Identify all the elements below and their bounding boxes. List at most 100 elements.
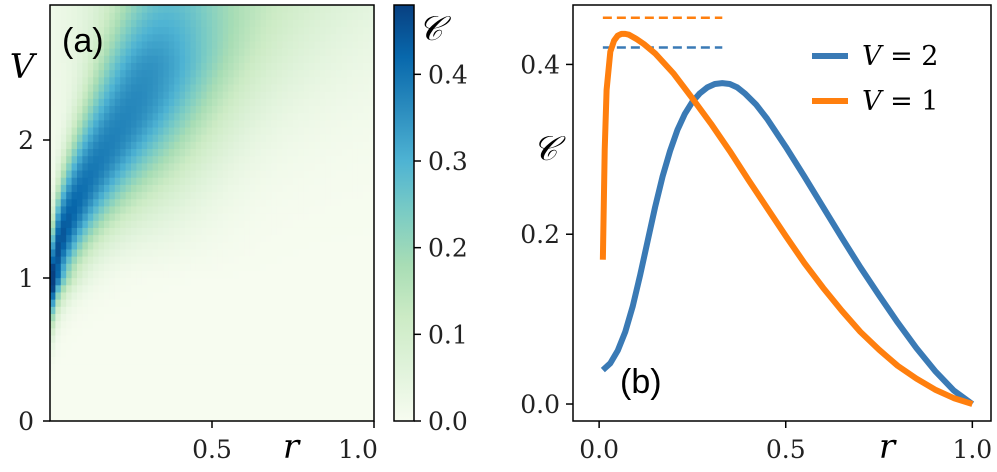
- heatmap-cell: [179, 220, 186, 228]
- heatmap-cell: [287, 263, 294, 271]
- heatmap-cell: [341, 313, 348, 322]
- heatmap-cell: [93, 334, 100, 343]
- heatmap-cell: [309, 392, 316, 401]
- heatmap-cell: [174, 91, 181, 99]
- heatmap-cell: [320, 227, 326, 236]
- heatmap-cell: [168, 399, 175, 408]
- heatmap-cell: [55, 220, 62, 228]
- heatmap-cell: [271, 291, 278, 300]
- heatmap-cell: [330, 19, 337, 28]
- heatmap-cell: [282, 291, 289, 300]
- heatmap-cell: [282, 248, 289, 257]
- heatmap-cell: [152, 105, 159, 114]
- heatmap-cell: [71, 349, 78, 358]
- heatmap-cell: [163, 370, 170, 379]
- heatmap-cell: [147, 98, 154, 107]
- heatmap-cell: [303, 406, 310, 415]
- heatmap-cell: [163, 220, 170, 228]
- heatmap-cell: [195, 169, 202, 178]
- heatmap-cell: [168, 377, 175, 386]
- ytick-label-a-2: 2: [18, 126, 34, 155]
- heatmap-cell: [120, 119, 127, 128]
- heatmap-cell: [336, 313, 343, 322]
- heatmap-cell: [125, 134, 132, 142]
- heatmap-cell: [71, 320, 78, 329]
- heatmap-cell: [303, 12, 310, 20]
- heatmap-cell: [174, 12, 181, 20]
- heatmap-cell: [158, 413, 164, 422]
- heatmap-cell: [147, 342, 154, 350]
- heatmap-cell: [276, 55, 283, 63]
- heatmap-cell: [60, 198, 67, 207]
- heatmap-cell: [260, 363, 267, 372]
- heatmap-cell: [66, 191, 73, 200]
- heatmap-cell: [244, 385, 251, 393]
- heatmap-cell: [320, 105, 326, 114]
- heatmap-cell: [77, 19, 83, 28]
- heatmap-cell: [114, 385, 121, 393]
- heatmap-cell: [217, 62, 224, 71]
- heatmap-cell: [66, 356, 73, 365]
- heatmap-cell: [93, 91, 100, 99]
- heatmap-cell: [352, 334, 359, 343]
- heatmap-cell: [368, 12, 375, 20]
- heatmap-cell: [260, 105, 267, 114]
- heatmap-cell: [77, 277, 83, 286]
- heatmap-cell: [255, 213, 262, 221]
- heatmap-cell: [325, 327, 332, 336]
- heatmap-cell: [195, 320, 202, 329]
- heatmap-cell: [239, 399, 245, 408]
- heatmap-cell: [271, 119, 278, 128]
- heatmap-cell: [287, 62, 294, 71]
- heatmap-cell: [336, 98, 343, 107]
- heatmap-cell: [320, 98, 326, 107]
- heatmap-cell: [201, 40, 208, 49]
- heatmap-cell: [222, 248, 229, 257]
- heatmap-cell: [206, 241, 213, 250]
- heatmap-cell: [222, 291, 229, 300]
- heatmap-cell: [125, 19, 132, 28]
- heatmap-cell: [298, 241, 305, 250]
- heatmap-cell: [158, 248, 164, 257]
- heatmap-cell: [293, 263, 299, 271]
- heatmap-cell: [357, 299, 364, 307]
- heatmap-cell: [341, 83, 348, 92]
- heatmap-cell: [222, 320, 229, 329]
- heatmap-cell: [266, 205, 272, 214]
- heatmap-cell: [104, 141, 110, 150]
- heatmap-cell: [260, 313, 267, 322]
- heatmap-cell: [217, 385, 224, 393]
- heatmap-cell: [330, 320, 337, 329]
- heatmap-cell: [309, 55, 316, 63]
- heatmap-cell: [136, 91, 143, 99]
- heatmap-cell: [109, 69, 116, 78]
- heatmap-cell: [93, 55, 100, 63]
- heatmap-cell: [77, 306, 83, 315]
- heatmap-cell: [255, 241, 262, 250]
- heatmap-cell: [266, 213, 272, 221]
- heatmap-cell: [255, 370, 262, 379]
- heatmap-cell: [87, 392, 94, 401]
- heatmap-cell: [190, 26, 197, 35]
- heatmap-cell: [266, 33, 272, 42]
- heatmap-cell: [141, 248, 148, 257]
- heatmap-cell: [244, 26, 251, 35]
- heatmap-cell: [222, 40, 229, 49]
- heatmap-cell: [87, 12, 94, 20]
- heatmap-cell: [158, 320, 164, 329]
- heatmap-cell: [222, 83, 229, 92]
- heatmap-cell: [309, 334, 316, 343]
- heatmap-cell: [217, 334, 224, 343]
- heatmap-cell: [87, 198, 94, 207]
- heatmap-cell: [298, 141, 305, 150]
- heatmap-cell: [141, 256, 148, 264]
- heatmap-cell: [87, 83, 94, 92]
- heatmap-cell: [249, 198, 256, 207]
- heatmap-cell: [341, 291, 348, 300]
- heatmap-cell: [114, 126, 121, 135]
- heatmap-cell: [239, 299, 245, 307]
- heatmap-cell: [71, 105, 78, 114]
- heatmap-cell: [249, 55, 256, 63]
- heatmap-cell: [66, 26, 73, 35]
- heatmap-cell: [71, 263, 78, 271]
